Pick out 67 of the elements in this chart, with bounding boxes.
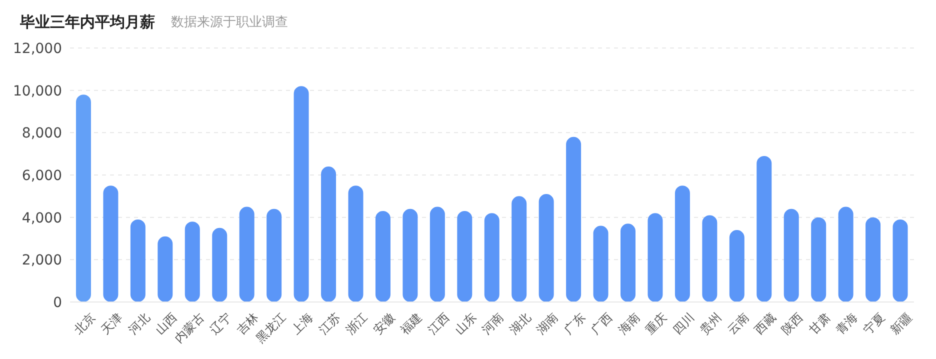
x-tick-label: 青海 bbox=[833, 310, 860, 338]
y-tick-label: 0 bbox=[53, 294, 62, 311]
x-tick-label: 浙江 bbox=[343, 310, 370, 338]
bar bbox=[593, 226, 608, 302]
bar bbox=[620, 224, 636, 302]
x-tick-label: 湖北 bbox=[506, 310, 534, 338]
bar bbox=[321, 166, 336, 302]
bar bbox=[184, 222, 200, 302]
bar bbox=[294, 86, 309, 302]
bar bbox=[212, 228, 228, 302]
x-tick-label: 福建 bbox=[398, 310, 425, 338]
x-tick-label: 辽宁 bbox=[207, 310, 234, 338]
x-tick-label: 山东 bbox=[452, 310, 480, 338]
x-tick-label: 宁夏 bbox=[860, 310, 888, 338]
x-tick-label: 四川 bbox=[670, 310, 697, 338]
bar bbox=[457, 210, 472, 302]
y-tick-label: 2,000 bbox=[22, 252, 62, 269]
bar bbox=[103, 186, 118, 302]
x-tick-label: 湖南 bbox=[534, 310, 561, 338]
bar bbox=[512, 196, 527, 302]
x-tick-label: 江苏 bbox=[316, 310, 343, 338]
x-tick-label: 海南 bbox=[616, 310, 642, 338]
bar bbox=[784, 208, 799, 302]
chart-subtitle: 数据来源于职业调查 bbox=[171, 14, 288, 31]
y-tick-label: 12,000 bbox=[13, 40, 62, 57]
bar bbox=[76, 94, 91, 302]
bar bbox=[892, 219, 908, 302]
bar bbox=[130, 219, 146, 302]
bar bbox=[566, 136, 582, 302]
bar bbox=[538, 194, 554, 302]
bar bbox=[239, 206, 254, 302]
y-tick-label: 10,000 bbox=[13, 83, 62, 100]
x-tick-label: 贵州 bbox=[697, 310, 724, 338]
x-tick-label: 西藏 bbox=[752, 310, 779, 338]
x-tick-label: 重庆 bbox=[642, 310, 670, 338]
x-tick-label: 上海 bbox=[288, 310, 316, 338]
x-tick-label: 甘肃 bbox=[806, 310, 834, 338]
x-tick-label: 广东 bbox=[561, 310, 588, 338]
bar bbox=[702, 215, 718, 302]
y-tick-label: 8,000 bbox=[22, 126, 62, 142]
bar bbox=[674, 186, 690, 302]
x-tick-label: 新疆 bbox=[888, 310, 915, 338]
bar bbox=[348, 186, 364, 302]
x-tick-label: 江西 bbox=[425, 310, 452, 338]
bar bbox=[866, 217, 881, 302]
y-tick-label: 6,000 bbox=[22, 168, 62, 184]
bar bbox=[266, 208, 282, 302]
x-tick-label: 陕西 bbox=[778, 310, 806, 338]
x-tick-label: 天津 bbox=[98, 310, 126, 338]
bar bbox=[729, 230, 744, 302]
x-tick-label: 河北 bbox=[126, 310, 152, 338]
bar bbox=[648, 213, 663, 302]
x-tick-label: 广西 bbox=[588, 310, 616, 338]
bar bbox=[402, 208, 418, 302]
x-tick-label: 北京 bbox=[71, 310, 98, 338]
chart-title: 毕业三年内平均月薪 bbox=[20, 12, 155, 32]
bar bbox=[756, 156, 772, 302]
x-tick-label: 安徽 bbox=[370, 310, 398, 338]
bar bbox=[430, 206, 445, 302]
bar bbox=[484, 213, 500, 302]
x-tick-label: 河南 bbox=[479, 310, 506, 338]
bar bbox=[158, 236, 173, 302]
bar bbox=[375, 210, 390, 302]
x-tick-label: 云南 bbox=[724, 310, 752, 338]
bar bbox=[838, 206, 854, 302]
bar bbox=[811, 217, 826, 302]
y-tick-label: 4,000 bbox=[22, 210, 62, 226]
